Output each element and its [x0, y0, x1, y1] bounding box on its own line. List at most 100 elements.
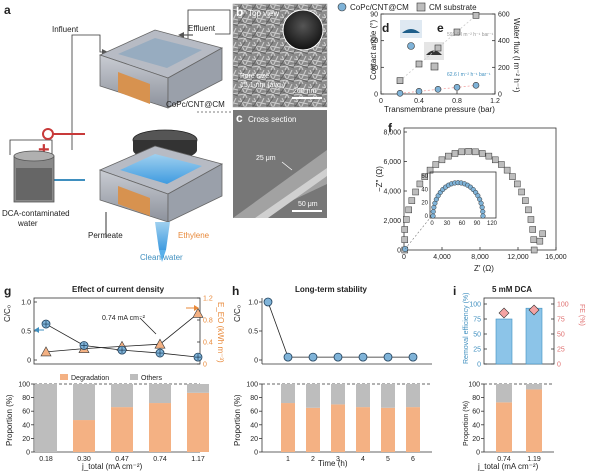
cm-flux-point: [472, 12, 480, 19]
scale-bar-c: [292, 210, 322, 212]
legend-top: CoPc/CNT@CM CM substrate: [337, 2, 477, 12]
copc-nyquist-point: [430, 213, 436, 219]
panel-f-label: f: [388, 121, 393, 135]
g-x-tick-label: 1.17: [191, 456, 205, 463]
panel-i-title: 5 mM DCA: [492, 285, 532, 294]
cm-nyquist-point: [478, 150, 486, 157]
cm-nyquist-point: [451, 150, 459, 157]
cm-nyquist-point: [530, 246, 538, 254]
g-others-bar: [149, 384, 171, 404]
cm-flux-point: [415, 60, 423, 68]
f-inset-x-tick-label: 90: [474, 221, 481, 227]
g-prop-tick-label: 100: [18, 382, 30, 389]
copc-flux-point: [396, 90, 404, 97]
g-eeo-axis-label: E_EO (kWh m⁻³): [216, 302, 225, 363]
h-x-tick-label: 3: [336, 456, 340, 463]
h-prop-tick-label: 60: [250, 409, 258, 416]
copc-flux-point: [434, 86, 442, 93]
panel-h-label: h: [232, 284, 239, 298]
f-x-tick-label: 12,000: [507, 254, 529, 261]
pore-size-line2: 15.1 nm (avg.): [240, 82, 285, 89]
f-inset-x-tick-label: 30: [444, 221, 451, 227]
de-x-tick-label: 0.8: [452, 98, 462, 105]
zim-axis-label: −Z″ (Ω): [375, 166, 384, 192]
legend-label-copc: CoPc/CNT@CM: [350, 3, 409, 12]
h-cc0-point: [383, 352, 393, 362]
h-prop-tick-label: 80: [250, 395, 258, 402]
i-y2-tick-label: 75: [557, 317, 565, 324]
cm-nyquist-point: [412, 188, 419, 196]
cm-contact-angle-point: [430, 62, 439, 71]
h-degradation-bar: [281, 403, 295, 452]
cm-nyquist-point: [401, 236, 409, 243]
i-y2-tick-label: 100: [557, 302, 569, 309]
h-others-bar: [406, 384, 420, 408]
g-cc0-errbar: [157, 350, 163, 357]
f-inset-y-tick-label: 40: [421, 187, 428, 193]
f-inset-connector: [404, 217, 431, 250]
copc-nyquist-point: [480, 213, 486, 219]
h-x-tick-label: 2: [311, 456, 315, 463]
copc-flux-point: [472, 82, 480, 89]
de-y-tick-label: 60: [370, 38, 378, 45]
cm-nyquist-point: [536, 237, 544, 245]
copc-contact-angle-point: [407, 42, 415, 50]
de-y2-tick-label: 600: [498, 12, 510, 19]
upper-module: [98, 29, 224, 109]
h-cc0-point: [358, 352, 368, 362]
g-y-tick-label: 0.5: [21, 329, 31, 336]
g-x-tick-label: 0.30: [77, 456, 91, 463]
h-degradation-bar: [356, 407, 370, 452]
h-degradation-bar: [406, 407, 420, 452]
f-inset-x-tick-label: 0: [430, 221, 434, 227]
h-others-bar: [281, 384, 295, 404]
copc-flux-fit-line: [399, 84, 477, 94]
h-degradation-bar: [306, 407, 320, 452]
cm-nyquist-point: [472, 148, 479, 156]
i-top-frame: [483, 297, 555, 365]
cm-nyquist-point: [432, 161, 440, 168]
cm-nyquist-point: [403, 216, 410, 223]
i-y-tick-label: 50: [473, 332, 481, 339]
h-y-tick-label: 1.0: [248, 300, 258, 307]
i-prop-tick-label: 80: [472, 395, 480, 402]
f-x-tick-label: 4,000: [433, 254, 451, 261]
top-view-title: Top view: [248, 9, 279, 18]
plot-d-e-frame: [380, 13, 496, 95]
h-cc0-axis-label: C/C₀: [233, 305, 242, 322]
membrane-label: CoPc/CNT@CM: [166, 100, 225, 109]
g-degradation-bar: [111, 407, 133, 452]
cm-nyquist-point: [438, 156, 446, 164]
h-degradation-bar: [331, 404, 345, 452]
i-fe-axis-label: FE (%): [578, 304, 585, 326]
i-proportion-axis-label: Proportion (%): [463, 401, 470, 446]
de-x-tick-label: 0.4: [414, 98, 424, 105]
g-cc0-errbar: [81, 342, 87, 349]
i-degradation-bar: [496, 402, 512, 452]
de-y2-tick-label: 0: [498, 92, 502, 99]
i-y-tick-label: 0: [477, 362, 481, 369]
cm-nyquist-point: [485, 152, 493, 160]
cm-nyquist-point: [408, 197, 416, 204]
panel-g-label: g: [4, 284, 11, 298]
effluent-pipe: [187, 9, 231, 42]
cm-nyquist-point: [401, 226, 409, 233]
h-others-bar: [331, 384, 345, 405]
h-x-tick-label: 4: [361, 456, 365, 463]
de-x-tick-label: 0: [379, 98, 383, 105]
h-x-tick-label: 6: [411, 456, 415, 463]
cm-flux-point: [434, 44, 442, 52]
panel-g-title: Effect of current density: [72, 285, 165, 294]
flux-note-cm: 592.0 l m⁻² h⁻¹ bar⁻¹: [447, 32, 494, 38]
cm-nyquist-point: [445, 152, 452, 160]
i-x-tick-label: 1.19: [527, 456, 541, 463]
copc-flux-point: [453, 84, 461, 91]
g-others-bar: [111, 384, 133, 408]
panel-c-label: c: [236, 111, 243, 125]
g-cc0-errbar: [119, 347, 125, 354]
anode-terminal-icon: [42, 128, 54, 140]
scale-bar-label-b: 200 nm: [293, 88, 317, 95]
copc-flux-point: [415, 88, 423, 95]
